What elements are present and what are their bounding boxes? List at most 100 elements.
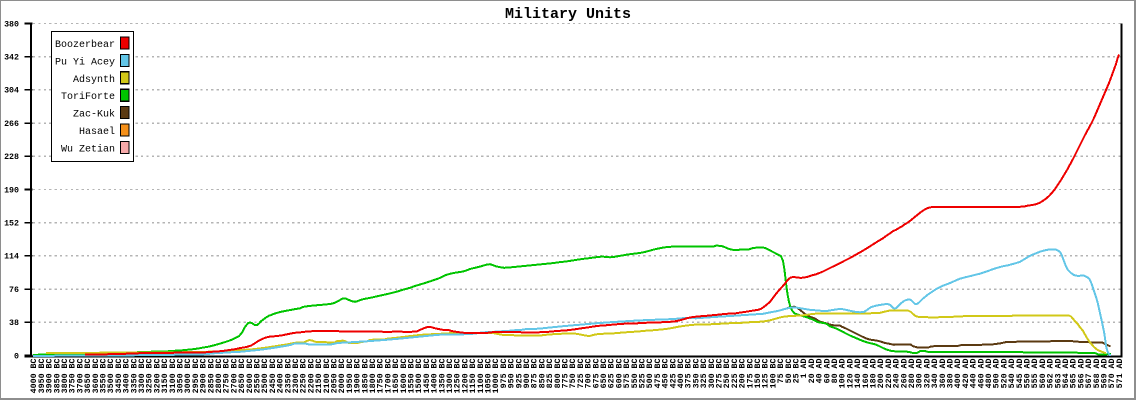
svg-text:280 AD: 280 AD (908, 358, 917, 388)
svg-text:564 AD: 564 AD (1062, 358, 1071, 388)
svg-text:Pu Yi Acey: Pu Yi Acey (55, 56, 115, 68)
svg-text:75 BC: 75 BC (777, 358, 786, 383)
svg-text:450 BC: 450 BC (662, 358, 671, 388)
svg-text:500 BC: 500 BC (646, 358, 655, 388)
svg-text:Zac-Kuk: Zac-Kuk (73, 109, 115, 121)
svg-text:304: 304 (4, 87, 19, 96)
svg-text:2200 BC: 2200 BC (307, 358, 316, 393)
svg-text:2750 BC: 2750 BC (223, 358, 232, 393)
svg-text:Adsynth: Adsynth (73, 74, 115, 86)
svg-text:2650 BC: 2650 BC (238, 358, 247, 393)
svg-text:3100 BC: 3100 BC (169, 358, 178, 393)
svg-text:80 AD: 80 AD (831, 358, 840, 383)
svg-text:525 BC: 525 BC (639, 358, 648, 388)
svg-text:320 AD: 320 AD (923, 358, 932, 388)
svg-text:500 AD: 500 AD (993, 358, 1002, 388)
svg-text:260 AD: 260 AD (900, 358, 909, 388)
svg-text:567 AD: 567 AD (1085, 358, 1094, 388)
svg-text:2500 BC: 2500 BC (261, 358, 270, 393)
svg-text:342: 342 (4, 54, 19, 63)
svg-text:3000 BC: 3000 BC (184, 358, 193, 393)
svg-text:775 BC: 775 BC (562, 358, 571, 388)
svg-text:1450 BC: 1450 BC (423, 358, 432, 393)
svg-text:3300 BC: 3300 BC (138, 358, 147, 393)
svg-text:175 BC: 175 BC (746, 358, 755, 388)
svg-text:550 BC: 550 BC (631, 358, 640, 388)
svg-text:125 BC: 125 BC (762, 358, 771, 388)
svg-text:545 AD: 545 AD (1016, 358, 1025, 388)
svg-text:2250 BC: 2250 BC (300, 358, 309, 393)
svg-text:1050 BC: 1050 BC (485, 358, 494, 393)
svg-text:50 BC: 50 BC (785, 358, 794, 383)
svg-text:114: 114 (4, 253, 19, 262)
svg-text:2900 BC: 2900 BC (200, 358, 209, 393)
svg-text:825 BC: 825 BC (546, 358, 555, 388)
svg-text:266: 266 (4, 120, 19, 129)
svg-text:1 AD: 1 AD (800, 358, 809, 378)
svg-text:228: 228 (4, 153, 19, 162)
svg-text:150 BC: 150 BC (754, 358, 763, 388)
svg-text:600 BC: 600 BC (615, 358, 624, 388)
svg-text:1700 BC: 1700 BC (384, 358, 393, 393)
svg-text:2850 BC: 2850 BC (207, 358, 216, 393)
svg-text:1850 BC: 1850 BC (361, 358, 370, 393)
svg-text:3400 BC: 3400 BC (123, 358, 132, 393)
svg-text:480 AD: 480 AD (985, 358, 994, 388)
svg-text:300 BC: 300 BC (708, 358, 717, 388)
svg-text:2800 BC: 2800 BC (215, 358, 224, 393)
svg-text:152: 152 (4, 220, 19, 229)
svg-text:650 BC: 650 BC (600, 358, 609, 388)
svg-text:1950 BC: 1950 BC (346, 358, 355, 393)
svg-text:2400 BC: 2400 BC (277, 358, 286, 393)
svg-text:875 BC: 875 BC (531, 358, 540, 388)
svg-text:563 AD: 563 AD (1054, 358, 1063, 388)
svg-text:1650 BC: 1650 BC (392, 358, 401, 393)
svg-text:160 AD: 160 AD (862, 358, 871, 388)
svg-text:180 AD: 180 AD (870, 358, 879, 388)
svg-text:850 BC: 850 BC (538, 358, 547, 388)
svg-text:4000 BC: 4000 BC (30, 358, 39, 393)
svg-text:1500 BC: 1500 BC (415, 358, 424, 393)
svg-text:140 AD: 140 AD (854, 358, 863, 388)
svg-text:571 AD: 571 AD (1116, 358, 1125, 388)
svg-text:560 AD: 560 AD (1039, 358, 1048, 388)
svg-text:120 AD: 120 AD (846, 358, 855, 388)
svg-text:1300 BC: 1300 BC (446, 358, 455, 393)
svg-text:200 AD: 200 AD (877, 358, 886, 388)
svg-text:2550 BC: 2550 BC (254, 358, 263, 393)
svg-text:3800 BC: 3800 BC (61, 358, 70, 393)
svg-text:1400 BC: 1400 BC (431, 358, 440, 393)
svg-text:Boozerbear: Boozerbear (55, 39, 115, 51)
svg-text:2000 BC: 2000 BC (338, 358, 347, 393)
svg-text:60 AD: 60 AD (823, 358, 832, 383)
svg-text:Military Units: Military Units (505, 6, 631, 23)
svg-text:2350 BC: 2350 BC (284, 358, 293, 393)
svg-text:1250 BC: 1250 BC (454, 358, 463, 393)
svg-text:520 AD: 520 AD (1000, 358, 1009, 388)
svg-text:100 AD: 100 AD (839, 358, 848, 388)
svg-text:200 BC: 200 BC (739, 358, 748, 388)
svg-text:1100 BC: 1100 BC (477, 358, 486, 393)
svg-text:3900 BC: 3900 BC (46, 358, 55, 393)
svg-text:570 AD: 570 AD (1108, 358, 1117, 388)
svg-text:575 BC: 575 BC (623, 358, 632, 388)
svg-text:2150 BC: 2150 BC (315, 358, 324, 393)
svg-text:950 BC: 950 BC (508, 358, 517, 388)
svg-text:460 AD: 460 AD (977, 358, 986, 388)
svg-text:38: 38 (9, 319, 19, 328)
svg-text:2600 BC: 2600 BC (246, 358, 255, 393)
svg-text:1900 BC: 1900 BC (354, 358, 363, 393)
svg-text:3350 BC: 3350 BC (130, 358, 139, 393)
svg-text:925 BC: 925 BC (515, 358, 524, 388)
svg-text:975 BC: 975 BC (500, 358, 509, 388)
svg-text:76: 76 (9, 286, 19, 295)
svg-text:400 BC: 400 BC (677, 358, 686, 388)
svg-text:750 BC: 750 BC (569, 358, 578, 388)
svg-text:425 BC: 425 BC (669, 358, 678, 388)
svg-text:2300 BC: 2300 BC (292, 358, 301, 393)
svg-text:3550 BC: 3550 BC (100, 358, 109, 393)
svg-text:1550 BC: 1550 BC (408, 358, 417, 393)
svg-text:340 AD: 340 AD (931, 358, 940, 388)
svg-text:2050 BC: 2050 BC (331, 358, 340, 393)
svg-text:3650 BC: 3650 BC (84, 358, 93, 393)
